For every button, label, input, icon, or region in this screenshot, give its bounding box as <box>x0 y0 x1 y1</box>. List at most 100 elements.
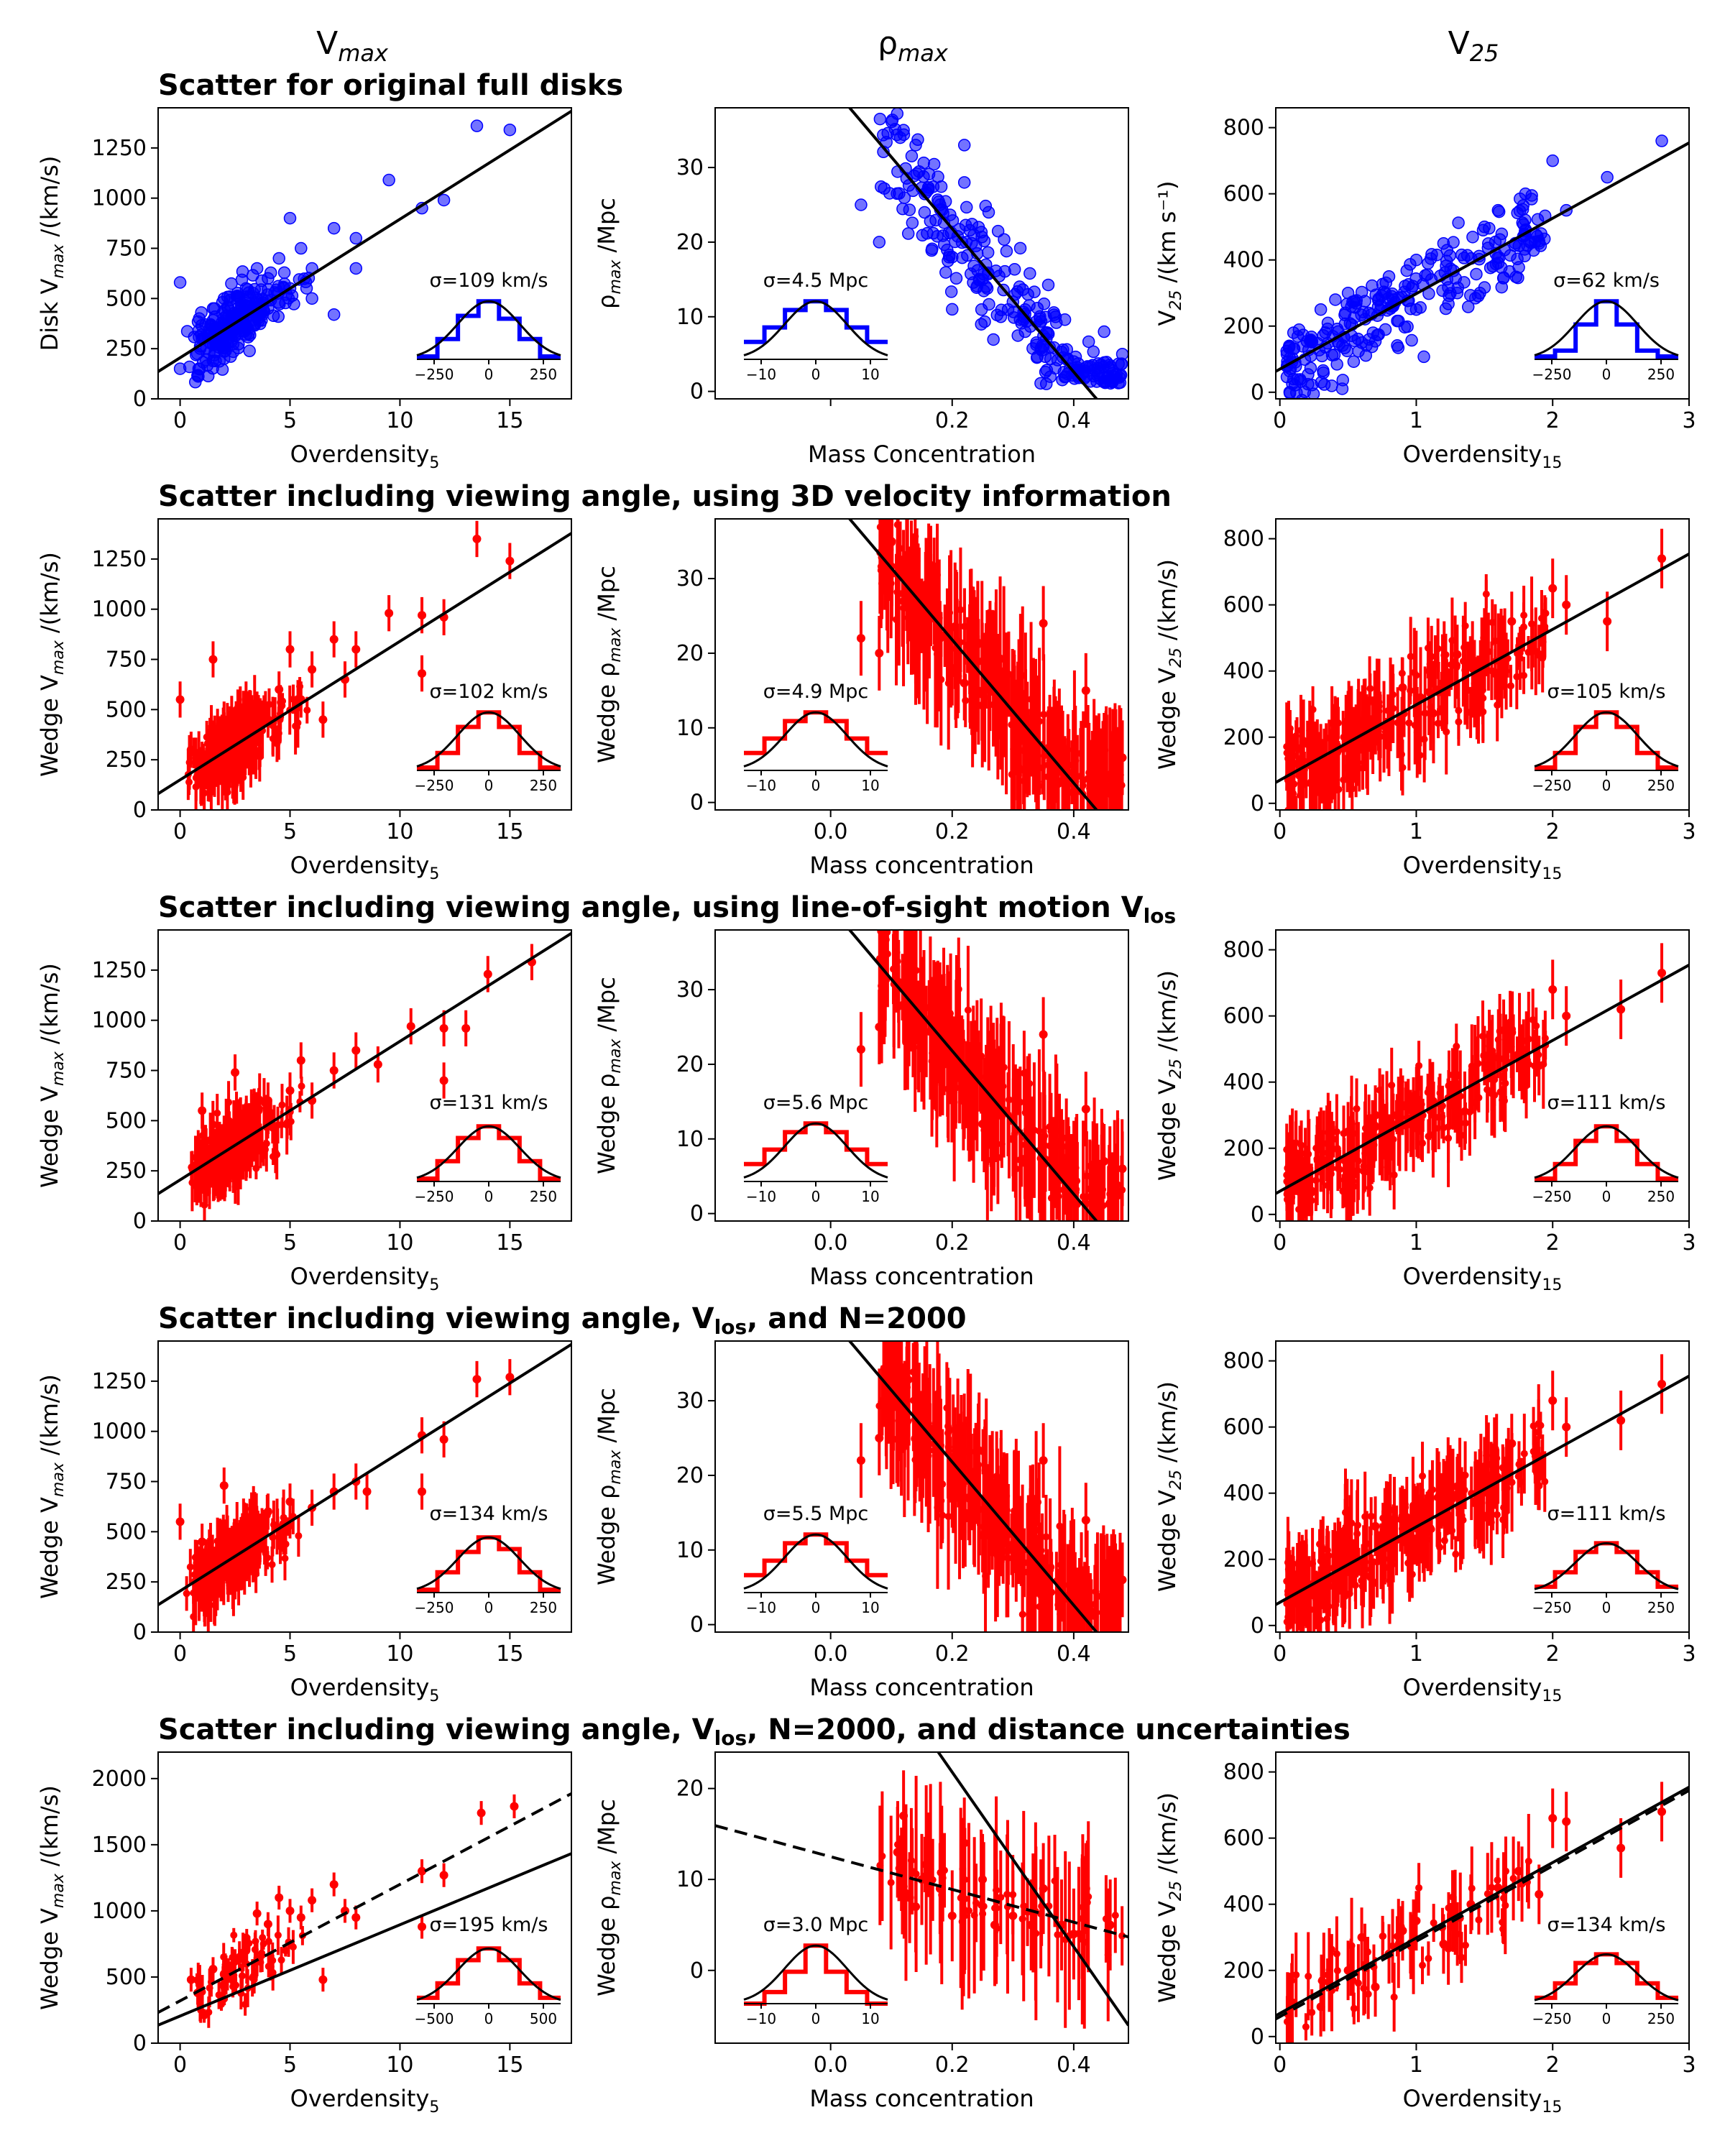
data-point <box>1037 298 1051 310</box>
data-point <box>1333 338 1346 351</box>
x-tick-label: 2 <box>1546 408 1560 433</box>
x-tick-label: 0 <box>173 819 187 844</box>
data-point <box>296 1056 305 1065</box>
panel-r1-c2: 0.2 0.4 0 10 20 30 Mass Concentration ρmax /Mpc… <box>593 107 1129 468</box>
fit-line <box>847 519 1099 810</box>
data-point <box>1489 257 1503 271</box>
data-point <box>183 1590 190 1598</box>
panels: 0 5 10 15025050075010001250Overdensity5Disk… <box>36 107 1696 2116</box>
inset-bars <box>417 299 561 359</box>
data-point <box>1292 814 1300 821</box>
data-point <box>192 774 200 782</box>
data-point <box>1087 345 1100 359</box>
data-point <box>1317 364 1330 377</box>
data-point <box>243 344 256 358</box>
inset-tick-label: 0 <box>484 777 494 794</box>
data-point <box>285 645 295 654</box>
y-tick-label: 1000 <box>92 597 147 622</box>
row-titles: Scatter for original full disks Scatter i… <box>158 69 1351 1750</box>
data-point <box>351 1046 361 1055</box>
data-point <box>1282 341 1296 354</box>
data-point <box>218 352 231 365</box>
data-point <box>1516 1038 1524 1046</box>
data-point <box>1041 278 1055 292</box>
data-point <box>215 737 223 745</box>
inset-bars <box>1535 299 1678 359</box>
data-point <box>1402 278 1415 291</box>
data-point <box>1014 762 1022 770</box>
data-point <box>1044 761 1052 769</box>
data-point <box>1003 709 1011 717</box>
x-tick-label: 1 <box>1409 408 1423 433</box>
data-point <box>934 198 947 211</box>
data-point <box>247 706 254 714</box>
data-point <box>1474 1059 1482 1067</box>
inset-tick-label: 0 <box>484 366 494 383</box>
y-tick-label: 500 <box>106 1108 147 1133</box>
y-axis-label: Wedge Vmax /(km/s) <box>36 963 68 1188</box>
data-point <box>282 1540 290 1548</box>
data-point <box>1427 703 1435 711</box>
panel-r2-c2: 0.0 0.2 0.4 0 10 20 30 Mass concentration Wedge … <box>593 518 1129 879</box>
fit-line <box>1276 964 1689 1195</box>
data-point <box>1405 719 1413 727</box>
inset-histogram: −250 0 250 <box>1532 710 1679 794</box>
data-point <box>1603 617 1612 626</box>
axes-frame <box>714 107 1129 400</box>
inset-tick-label: −250 <box>1532 777 1572 794</box>
inset-tick-label: −10 <box>746 777 776 794</box>
x-axis-label: Overdensity5 <box>290 1263 440 1294</box>
data-point <box>233 768 241 775</box>
data-point <box>218 292 231 305</box>
x-tick-label: 3 <box>1682 408 1696 433</box>
x-tick-label: 0.4 <box>1057 408 1091 433</box>
inset-tick-label: 250 <box>1647 1188 1675 1205</box>
data-point <box>1562 1011 1571 1021</box>
data-point <box>1297 727 1305 734</box>
data-point <box>252 1164 260 1172</box>
data-point <box>1407 653 1414 660</box>
data-point <box>889 965 897 973</box>
y-tick-label: 10 <box>676 716 704 741</box>
plot-area <box>158 932 571 1221</box>
y-tick-label: 30 <box>676 566 704 591</box>
x-tick-label: 1 <box>1409 819 1423 844</box>
data-point <box>1081 1105 1090 1114</box>
y-axis-label: Wedge Vmax /(km/s) <box>36 552 68 777</box>
data-point <box>1307 387 1320 399</box>
data-point <box>1448 637 1456 645</box>
data-point <box>1461 300 1475 313</box>
data-point <box>258 716 266 724</box>
fit-line <box>158 932 571 1195</box>
data-point <box>1018 325 1031 338</box>
inset-gaussian <box>1534 711 1679 768</box>
data-point <box>198 755 207 765</box>
data-point <box>1409 303 1423 316</box>
data-point <box>1039 619 1048 628</box>
plot-area <box>1276 943 1689 1221</box>
data-point <box>1478 220 1491 234</box>
x-axis-label: Overdensity5 <box>290 441 440 472</box>
x-tick-label: 0.2 <box>935 1230 970 1256</box>
y-tick-label: 600 <box>1223 1004 1264 1029</box>
y-tick-label: 500 <box>106 697 147 722</box>
data-point <box>203 733 211 741</box>
axes-frame <box>157 518 572 811</box>
y-axis-label: Wedge V25 /(km/s) <box>1154 559 1185 770</box>
data-point <box>418 669 427 678</box>
data-point <box>1107 369 1121 383</box>
data-point <box>1548 985 1558 994</box>
y-tick-label: 800 <box>1223 116 1264 141</box>
data-point <box>1398 683 1407 692</box>
y-tick-label: 20 <box>676 230 704 255</box>
data-point <box>1289 759 1298 768</box>
inset-tick-label: 0 <box>811 777 821 794</box>
data-point <box>262 1548 270 1556</box>
x-tick-label: 2 <box>1546 819 1560 844</box>
data-point <box>186 1563 194 1571</box>
data-point <box>1070 1150 1078 1158</box>
panel-r1-c3: 0 1 2 3 0 200 400 600 800 Overdensity15 V25 /(km s… <box>1154 107 1696 472</box>
data-point <box>1366 685 1374 693</box>
data-point <box>349 231 363 245</box>
data-point <box>1034 377 1047 390</box>
